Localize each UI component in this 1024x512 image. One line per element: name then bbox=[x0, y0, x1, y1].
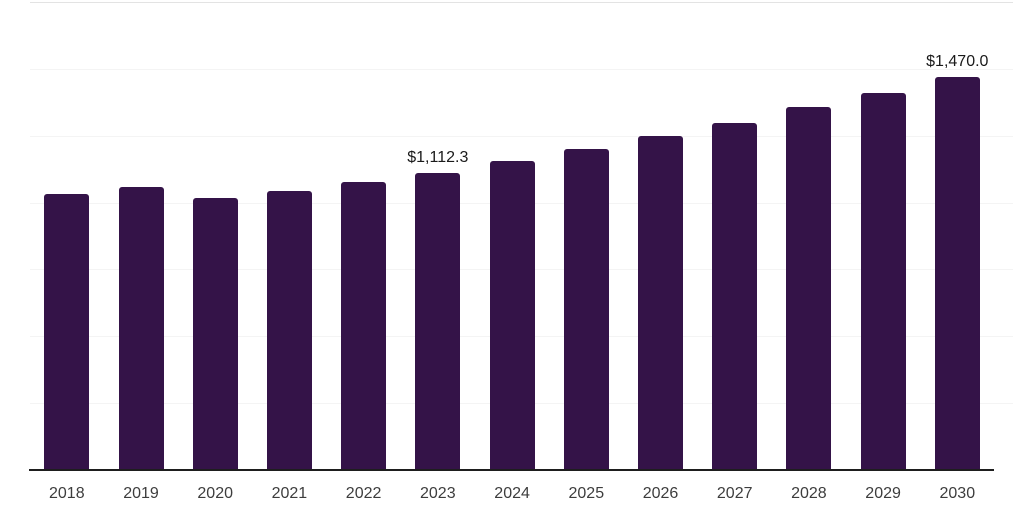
data-label-2023: $1,112.3 bbox=[407, 148, 469, 166]
x-tick-2021: 2021 bbox=[271, 485, 308, 502]
x-axis-line bbox=[29, 469, 994, 471]
x-tick-2029: 2029 bbox=[865, 485, 901, 502]
gridline-1750 bbox=[30, 2, 1013, 3]
bar-2027 bbox=[712, 123, 758, 470]
bar-2019 bbox=[118, 186, 164, 470]
x-tick-2030: 2030 bbox=[939, 485, 976, 502]
x-tick-2019: 2019 bbox=[123, 485, 159, 502]
x-tick-2025: 2025 bbox=[568, 485, 605, 502]
x-tick-2028: 2028 bbox=[791, 485, 827, 502]
bar-2024 bbox=[489, 161, 535, 470]
x-tick-2024: 2024 bbox=[494, 485, 530, 502]
x-tick-2027: 2027 bbox=[716, 485, 753, 502]
bar-2028 bbox=[786, 107, 832, 470]
bar-2022 bbox=[341, 181, 387, 470]
data-label-2030: $1,470.0 bbox=[926, 52, 989, 70]
bar-2023 bbox=[415, 172, 461, 470]
bar-2021 bbox=[266, 190, 312, 470]
x-tick-2020: 2020 bbox=[197, 485, 233, 502]
bar-2020 bbox=[192, 197, 238, 470]
x-tick-2018: 2018 bbox=[49, 485, 85, 502]
bar-2018 bbox=[44, 193, 90, 470]
bar-2026 bbox=[638, 136, 683, 470]
x-tick-2022: 2022 bbox=[345, 485, 382, 502]
gridline-1250 bbox=[30, 136, 1013, 137]
bar-2029 bbox=[860, 92, 906, 470]
bar-2030 bbox=[934, 76, 980, 470]
x-tick-2023: 2023 bbox=[420, 485, 456, 502]
gridline-1500 bbox=[30, 69, 1013, 70]
x-tick-2026: 2026 bbox=[642, 485, 679, 502]
bar-2025 bbox=[563, 149, 609, 470]
